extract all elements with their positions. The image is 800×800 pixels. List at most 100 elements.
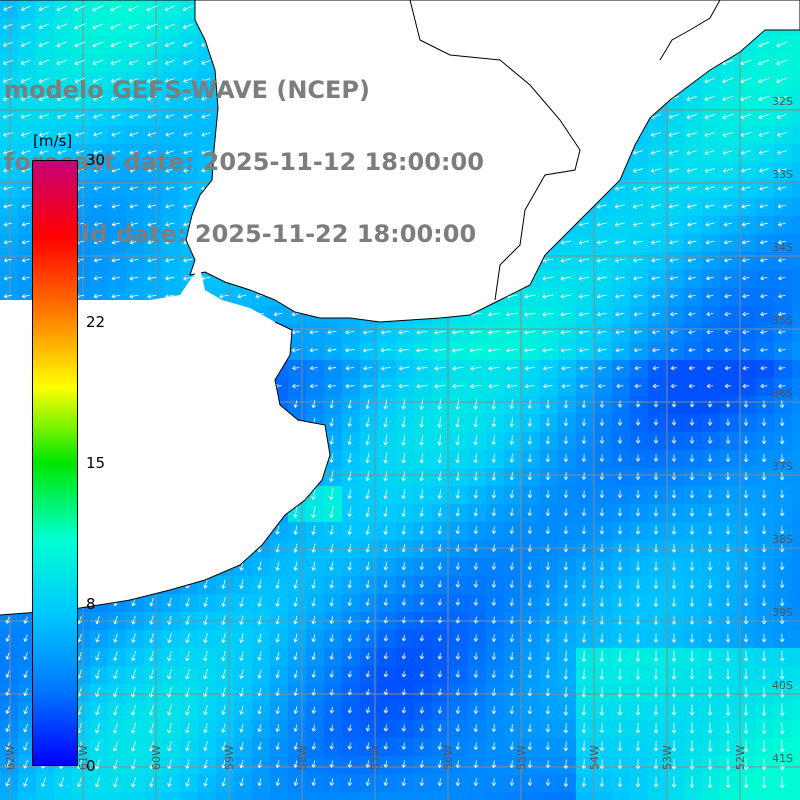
speed-cell [720, 396, 738, 414]
wind-arrow [347, 561, 353, 571]
wind-arrow [509, 399, 515, 410]
wind-arrow [779, 776, 785, 789]
wind-arrow [311, 488, 316, 500]
wind-arrow [509, 453, 515, 463]
wind-arrow [419, 742, 425, 750]
wind-arrow [599, 759, 605, 770]
lon-label: 61W [77, 745, 90, 770]
wind-arrow [560, 330, 572, 335]
speed-cell [90, 270, 108, 288]
speed-cell [756, 36, 774, 54]
speed-cell [612, 270, 630, 288]
wind-arrow [94, 722, 101, 734]
speed-cell [486, 360, 504, 378]
wind-arrow [776, 77, 788, 84]
lat-label: 35S [772, 314, 793, 327]
speed-cell [252, 756, 270, 774]
speed-cell [774, 414, 792, 432]
wind-arrow [670, 383, 678, 389]
speed-cell [648, 324, 666, 342]
wind-arrow [416, 383, 428, 389]
wind-arrow [21, 150, 31, 155]
speed-cell [198, 144, 216, 162]
wind-arrow [599, 400, 605, 408]
wind-arrow [614, 240, 625, 245]
wind-arrow [491, 435, 497, 446]
speed-cell [306, 504, 324, 522]
speed-cell [306, 630, 324, 648]
wind-arrow [149, 686, 154, 698]
speed-cell [702, 648, 720, 666]
speed-cell [738, 774, 756, 792]
wind-arrow [509, 652, 515, 661]
speed-cell [414, 342, 432, 360]
wind-arrow [779, 562, 785, 571]
speed-cell [576, 288, 594, 306]
wind-arrow [615, 294, 625, 299]
speed-cell [486, 342, 504, 360]
wind-arrow [635, 777, 641, 788]
wind-arrow [491, 670, 497, 678]
wind-arrow [473, 434, 479, 446]
wind-arrow [524, 365, 535, 371]
wind-arrow [455, 634, 461, 642]
wind-arrow [455, 526, 461, 535]
speed-cell [684, 540, 702, 558]
speed-cell [234, 288, 252, 306]
wind-arrow [671, 686, 677, 698]
speed-cell [144, 270, 162, 288]
wind-arrow [74, 59, 86, 66]
speed-cell [576, 792, 594, 800]
wind-arrow [455, 598, 461, 606]
speed-cell [540, 720, 558, 738]
speed-cell [18, 630, 36, 648]
wind-arrow [761, 418, 767, 426]
wind-arrow [257, 561, 262, 571]
speed-cell [90, 72, 108, 90]
speed-cell [450, 558, 468, 576]
speed-cell [630, 522, 648, 540]
wind-arrow [309, 347, 319, 353]
speed-cell [180, 54, 198, 72]
speed-cell [558, 630, 576, 648]
speed-cell [558, 234, 576, 252]
speed-cell [648, 684, 666, 702]
wind-arrow [509, 417, 515, 427]
wind-arrow [581, 418, 587, 426]
wind-arrow [347, 435, 352, 445]
wind-arrow [670, 329, 678, 335]
wind-arrow [599, 418, 605, 426]
wind-arrow [671, 454, 677, 462]
speed-cell [396, 324, 414, 342]
wind-arrow [509, 706, 515, 715]
speed-cell [360, 540, 378, 558]
wind-arrow [147, 204, 157, 209]
speed-cell [450, 396, 468, 414]
speed-cell [378, 360, 396, 378]
speed-cell [468, 396, 486, 414]
wind-arrow [761, 758, 767, 771]
wind-arrow [633, 311, 643, 317]
speed-cell [18, 684, 36, 702]
speed-cell [720, 108, 738, 126]
wind-arrow [527, 580, 533, 589]
wind-arrow [473, 398, 479, 410]
wind-arrow [167, 650, 172, 662]
speed-cell [558, 288, 576, 306]
speed-cell [720, 594, 738, 612]
wind-arrow [398, 365, 410, 371]
speed-cell [144, 162, 162, 180]
wind-arrow [203, 669, 208, 680]
wind-arrow [545, 687, 551, 697]
speed-cell [342, 324, 360, 342]
wind-arrow [239, 705, 244, 715]
speed-cell [162, 180, 180, 198]
speed-cell [180, 90, 198, 108]
speed-cell [558, 720, 576, 738]
speed-cell [612, 468, 630, 486]
speed-cell [342, 378, 360, 396]
wind-arrow [401, 778, 407, 786]
speed-cell [702, 270, 720, 288]
wind-arrow [23, 706, 28, 715]
wind-arrow [311, 742, 317, 750]
